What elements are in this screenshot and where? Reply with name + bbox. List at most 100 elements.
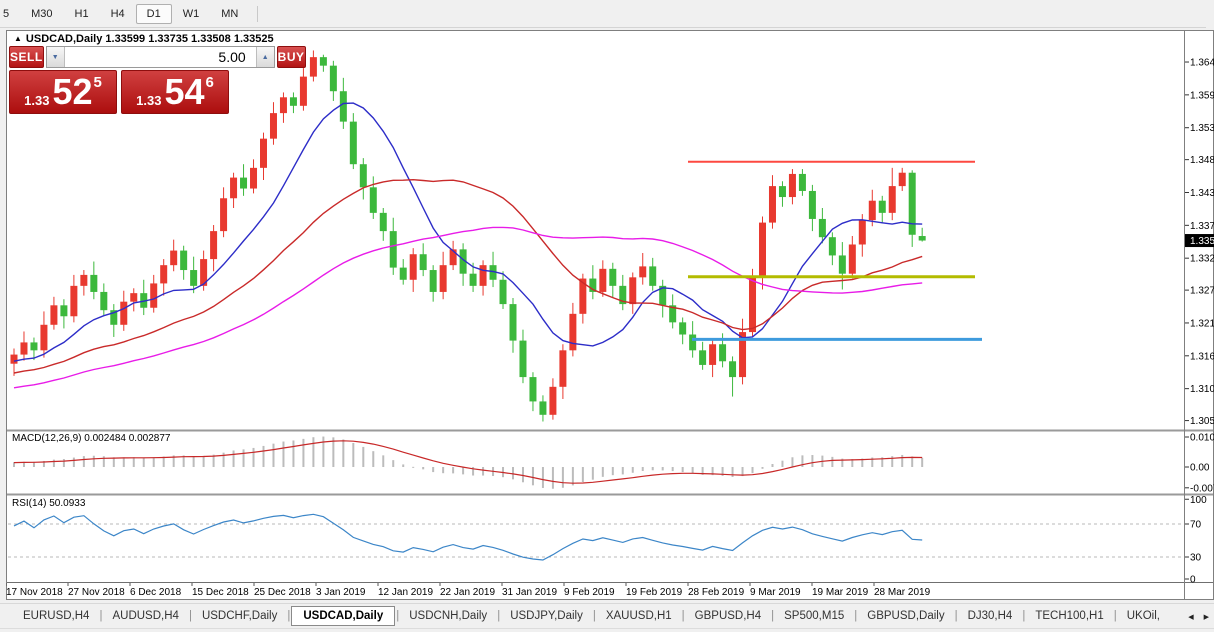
toolbar-divider bbox=[257, 5, 259, 22]
tab-separator: | bbox=[99, 610, 103, 622]
sell-price-prefix: 1.33 bbox=[24, 93, 50, 108]
rsi-indicator-label: RSI(14) 50.0933 bbox=[12, 498, 86, 509]
tab-audusd-h4[interactable]: AUDUSD,H4 bbox=[112, 610, 179, 622]
tab-separator: | bbox=[954, 610, 958, 622]
svg-text:19 Feb 2019: 19 Feb 2019 bbox=[626, 587, 683, 598]
tab-separator: | bbox=[287, 610, 291, 622]
buy-price-display[interactable]: 1.33 54 6 bbox=[121, 70, 229, 114]
timeframe-m30[interactable]: M30 bbox=[31, 7, 53, 20]
svg-text:1.32710: 1.32710 bbox=[1190, 286, 1214, 297]
svg-text:100: 100 bbox=[1190, 495, 1207, 506]
timeframe-w1[interactable]: W1 bbox=[182, 7, 200, 20]
svg-text:1.34315: 1.34315 bbox=[1190, 188, 1214, 199]
svg-text:19 Mar 2019: 19 Mar 2019 bbox=[812, 587, 869, 598]
svg-text:12 Jan 2019: 12 Jan 2019 bbox=[378, 587, 433, 598]
timeframe-h4[interactable]: H4 bbox=[110, 7, 125, 20]
svg-text:1.33235: 1.33235 bbox=[1190, 254, 1214, 265]
current-price-tag: 1.33525 bbox=[1185, 234, 1214, 248]
rsi-line bbox=[13, 513, 923, 561]
tab-gbpusd-daily[interactable]: GBPUSD,Daily bbox=[867, 610, 945, 622]
svg-text:0.010525: 0.010525 bbox=[1190, 433, 1214, 444]
tab-separator: | bbox=[497, 610, 501, 622]
svg-text:31 Jan 2019: 31 Jan 2019 bbox=[502, 587, 557, 598]
ma-medium-line bbox=[13, 178, 923, 374]
tab-dj30-h4[interactable]: DJ30,H4 bbox=[967, 610, 1013, 622]
collapse-panel-icon[interactable]: ▲ bbox=[14, 34, 22, 43]
tab-usdjpy-daily[interactable]: USDJPY,Daily bbox=[510, 610, 583, 622]
svg-text:17 Nov 2018: 17 Nov 2018 bbox=[6, 587, 63, 598]
svg-text:70: 70 bbox=[1190, 520, 1202, 531]
sell-price-big: 52 bbox=[52, 71, 93, 112]
tab-separator: | bbox=[396, 610, 400, 622]
tab-usdcad-daily[interactable]: USDCAD,Daily bbox=[291, 606, 396, 626]
macd-signal-line bbox=[13, 440, 923, 484]
tab-separator: | bbox=[188, 610, 192, 622]
chart-title: ▲ USDCAD,Daily 1.33599 1.33735 1.33508 1.… bbox=[14, 33, 274, 45]
svg-text:1.35920: 1.35920 bbox=[1190, 90, 1214, 101]
svg-text:9 Mar 2019: 9 Mar 2019 bbox=[750, 587, 801, 598]
buy-button[interactable]: BUY bbox=[276, 46, 306, 68]
svg-text:15 Dec 2018: 15 Dec 2018 bbox=[192, 587, 249, 598]
rsi-axis[interactable]: 100 70 30 0 bbox=[1185, 495, 1207, 586]
triangle-up-icon: ▲ bbox=[261, 53, 269, 61]
tab-separator: | bbox=[681, 610, 685, 622]
sell-button[interactable]: SELL bbox=[9, 46, 44, 68]
tab-eurusd-h4[interactable]: EURUSD,H4 bbox=[23, 610, 90, 622]
rsi-panel bbox=[8, 513, 1183, 561]
sell-price-display[interactable]: 1.33 52 5 bbox=[9, 70, 117, 114]
tabs-scroll-arrows: ◀ ▶ bbox=[1180, 604, 1209, 629]
volume-input[interactable] bbox=[64, 47, 256, 67]
macd-axis[interactable]: 0.010525 0.00 -0.0073 bbox=[1185, 433, 1214, 495]
timeframe-h1[interactable]: H1 bbox=[74, 7, 89, 20]
svg-text:28 Feb 2019: 28 Feb 2019 bbox=[688, 587, 745, 598]
volume-decrease-button[interactable]: ▼ bbox=[46, 47, 65, 67]
svg-text:30: 30 bbox=[1190, 553, 1202, 564]
candles bbox=[10, 50, 926, 422]
price-axis[interactable]: 1.36460 1.35920 1.35380 1.34855 1.34315 1.337… bbox=[1185, 58, 1214, 428]
svg-text:0: 0 bbox=[1190, 575, 1196, 586]
svg-text:1.32170: 1.32170 bbox=[1190, 318, 1214, 329]
tabs-scroll-right-button[interactable]: ▶ bbox=[1203, 613, 1209, 621]
svg-text:1.30565: 1.30565 bbox=[1190, 416, 1214, 427]
sell-price-pip: 5 bbox=[93, 74, 102, 91]
svg-text:1.36460: 1.36460 bbox=[1190, 58, 1214, 69]
volume-increase-button[interactable]: ▲ bbox=[255, 47, 274, 67]
tab-usdcnh-daily[interactable]: USDCNH,Daily bbox=[409, 610, 488, 622]
triangle-down-icon: ▼ bbox=[51, 53, 59, 61]
macd-histogram bbox=[13, 436, 924, 489]
tabs-scroll-left-button[interactable]: ◀ bbox=[1188, 613, 1194, 621]
chart-ohlc-quote: 1.33599 1.33735 1.33508 1.33525 bbox=[105, 33, 274, 45]
tab-tech100-h1[interactable]: TECH100,H1 bbox=[1035, 610, 1104, 622]
price-panel bbox=[10, 50, 982, 422]
timeframe-mn[interactable]: MN bbox=[221, 7, 239, 20]
time-axis[interactable]: 17 Nov 2018 27 Nov 2018 6 Dec 2018 15 Dec 2… bbox=[6, 583, 931, 598]
svg-text:6 Dec 2018: 6 Dec 2018 bbox=[130, 587, 182, 598]
chart-window[interactable]: 1.36460 1.35920 1.35380 1.34855 1.34315 1.33 7… bbox=[6, 30, 1214, 600]
svg-text:1.34855: 1.34855 bbox=[1190, 155, 1214, 166]
status-strip bbox=[0, 628, 1214, 632]
timeframe-5[interactable]: 5 bbox=[3, 7, 10, 20]
tab-separator: | bbox=[592, 610, 596, 622]
svg-text:22 Jan 2019: 22 Jan 2019 bbox=[440, 587, 495, 598]
buy-price-big: 54 bbox=[164, 71, 205, 112]
timeframe-d1[interactable]: D1 bbox=[135, 3, 172, 24]
tab-sp500-m15[interactable]: SP500,M15 bbox=[784, 610, 845, 622]
tab-usdchf-daily[interactable]: USDCHF,Daily bbox=[201, 610, 278, 622]
chart-symbol-period: USDCAD,Daily bbox=[25, 33, 103, 45]
macd-indicator-label: MACD(12,26,9) 0.002484 0.002877 bbox=[12, 433, 171, 444]
svg-text:3 Jan 2019: 3 Jan 2019 bbox=[316, 587, 366, 598]
svg-text:1.33525: 1.33525 bbox=[1190, 236, 1214, 247]
tab-separator: | bbox=[1022, 610, 1026, 622]
tab-xauusd-h1[interactable]: XAUUSD,H1 bbox=[605, 610, 672, 622]
chart-canvas[interactable]: 1.36460 1.35920 1.35380 1.34855 1.34315 1.33 7… bbox=[6, 30, 1214, 600]
svg-text:25 Dec 2018: 25 Dec 2018 bbox=[254, 587, 311, 598]
ma-slow-line bbox=[13, 226, 923, 389]
tab-ukoil[interactable]: UKOil, bbox=[1126, 610, 1160, 622]
svg-text:1.35380: 1.35380 bbox=[1190, 123, 1214, 134]
tab-gbpusd-h4[interactable]: GBPUSD,H4 bbox=[694, 610, 762, 622]
tab-separator: | bbox=[854, 610, 858, 622]
svg-text:0.00: 0.00 bbox=[1190, 463, 1210, 474]
volume-spinner: ▼ ▲ bbox=[45, 46, 275, 68]
svg-text:1.31090: 1.31090 bbox=[1190, 384, 1214, 395]
